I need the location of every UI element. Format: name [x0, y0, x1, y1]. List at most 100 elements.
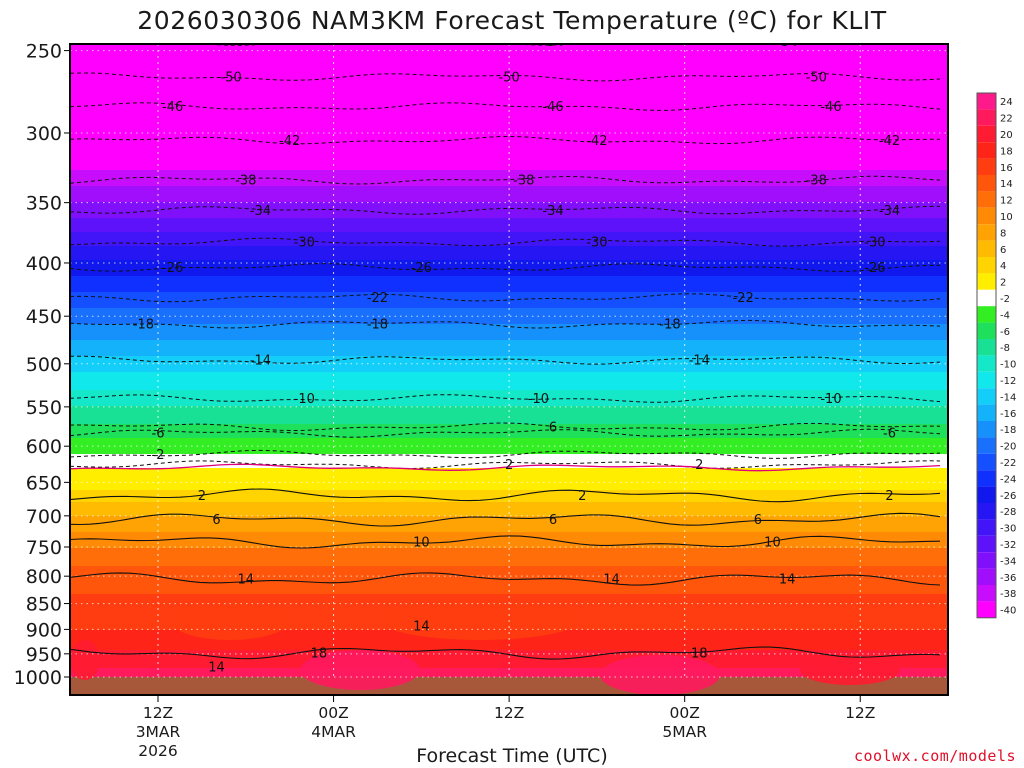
colorbar-label: -22 [1000, 458, 1016, 469]
temp-band [70, 60, 948, 63]
temp-band [70, 132, 948, 135]
temp-band [70, 102, 948, 105]
temp-band [70, 538, 948, 541]
y-tick-label: 500 [26, 354, 62, 376]
contour-label: -18 [659, 318, 680, 333]
temp-band [70, 438, 948, 441]
temp-band [70, 348, 948, 351]
temp-band [70, 256, 948, 259]
temp-band [70, 430, 948, 433]
contour-label: -10 [294, 392, 315, 407]
colorbar-swatch [977, 503, 996, 520]
credit-text: coolwx.com/models [853, 747, 1016, 765]
temp-band [70, 522, 948, 525]
temp-band [70, 432, 948, 435]
temp-band [70, 420, 948, 423]
temp-band [70, 376, 948, 379]
colorbar-label: 24 [1000, 97, 1013, 108]
temp-band [70, 406, 948, 409]
colorbar-swatch [977, 535, 996, 553]
contour-label: 18 [311, 646, 328, 661]
temp-band [70, 72, 948, 75]
temp-band [70, 352, 948, 355]
temp-band [70, 90, 948, 93]
temp-band [70, 346, 948, 349]
contour-label: 14 [779, 572, 796, 587]
temp-band [70, 244, 948, 247]
temp-band [70, 202, 948, 205]
temp-band [70, 490, 948, 493]
temp-band [70, 180, 948, 183]
contour-label: 2 [198, 489, 206, 504]
temp-band [70, 100, 948, 103]
temp-band [70, 220, 948, 223]
temp-band [70, 144, 948, 147]
temp-band [70, 142, 948, 145]
temp-band [70, 540, 948, 543]
temp-band [70, 664, 948, 667]
isotherm-dashed [70, 449, 941, 459]
temp-band [70, 550, 948, 553]
contour-label: 14 [208, 660, 225, 675]
colorbar-label: -8 [1000, 343, 1010, 354]
contour-label: -38 [513, 174, 534, 189]
warm-patch [600, 655, 720, 695]
contour-label: -6 [883, 427, 896, 442]
colorbar-label: 20 [1000, 130, 1013, 141]
colorbar-label: -6 [1000, 327, 1010, 338]
temp-band [70, 394, 948, 397]
temp-band [70, 592, 948, 595]
chart-title: 2026030306 NAM3KM Forecast Temperature (… [137, 6, 887, 35]
contour-label: -26 [411, 261, 432, 276]
isotherm-dashed [70, 263, 940, 272]
contour-label: 10 [413, 536, 430, 551]
temp-band [70, 642, 948, 645]
x-tick-label: 12Z [143, 704, 173, 722]
y-tick-label: 450 [26, 306, 62, 328]
y-tick-label: 600 [26, 436, 62, 458]
contour-label: -22 [367, 291, 388, 306]
temp-band [70, 54, 948, 57]
temp-band [70, 468, 948, 471]
contour-label: 14 [413, 619, 430, 634]
temp-band [70, 252, 948, 255]
contour-label: 2 [885, 489, 893, 504]
colorbar-swatch [977, 93, 996, 110]
temp-band [70, 156, 948, 159]
temp-band [70, 160, 948, 163]
temp-band [70, 670, 948, 673]
temp-band [70, 400, 948, 403]
temp-band [70, 186, 948, 189]
temp-band [70, 570, 948, 573]
temp-band [70, 232, 948, 235]
temp-band [70, 502, 948, 505]
temp-band [70, 48, 948, 51]
temp-band [70, 520, 948, 523]
contour-label: 6 [549, 420, 557, 435]
temp-band [70, 310, 948, 313]
temp-band [70, 654, 948, 657]
temp-band [70, 504, 948, 507]
temp-band [70, 396, 948, 399]
isotherm-dashed [70, 205, 940, 215]
contour-label: -10 [820, 392, 841, 407]
contour-label: 14 [238, 572, 255, 587]
colorbar-label: -34 [1000, 556, 1016, 567]
temp-band [70, 474, 948, 477]
temp-band [70, 646, 948, 649]
warm-patch [170, 600, 290, 640]
temp-band [70, 486, 948, 489]
temp-band [70, 154, 948, 157]
contour-label: -34 [250, 204, 271, 219]
colorbar-swatch [977, 289, 996, 307]
temp-band [70, 658, 948, 661]
temp-band [70, 402, 948, 405]
colorbar-swatch [977, 552, 996, 569]
temp-band [70, 148, 948, 151]
temp-band [70, 304, 948, 307]
temp-band [70, 108, 948, 111]
contour-label: -10 [528, 392, 549, 407]
colorbar-swatch [977, 437, 996, 454]
temp-band [70, 306, 948, 309]
temp-band [70, 382, 948, 385]
